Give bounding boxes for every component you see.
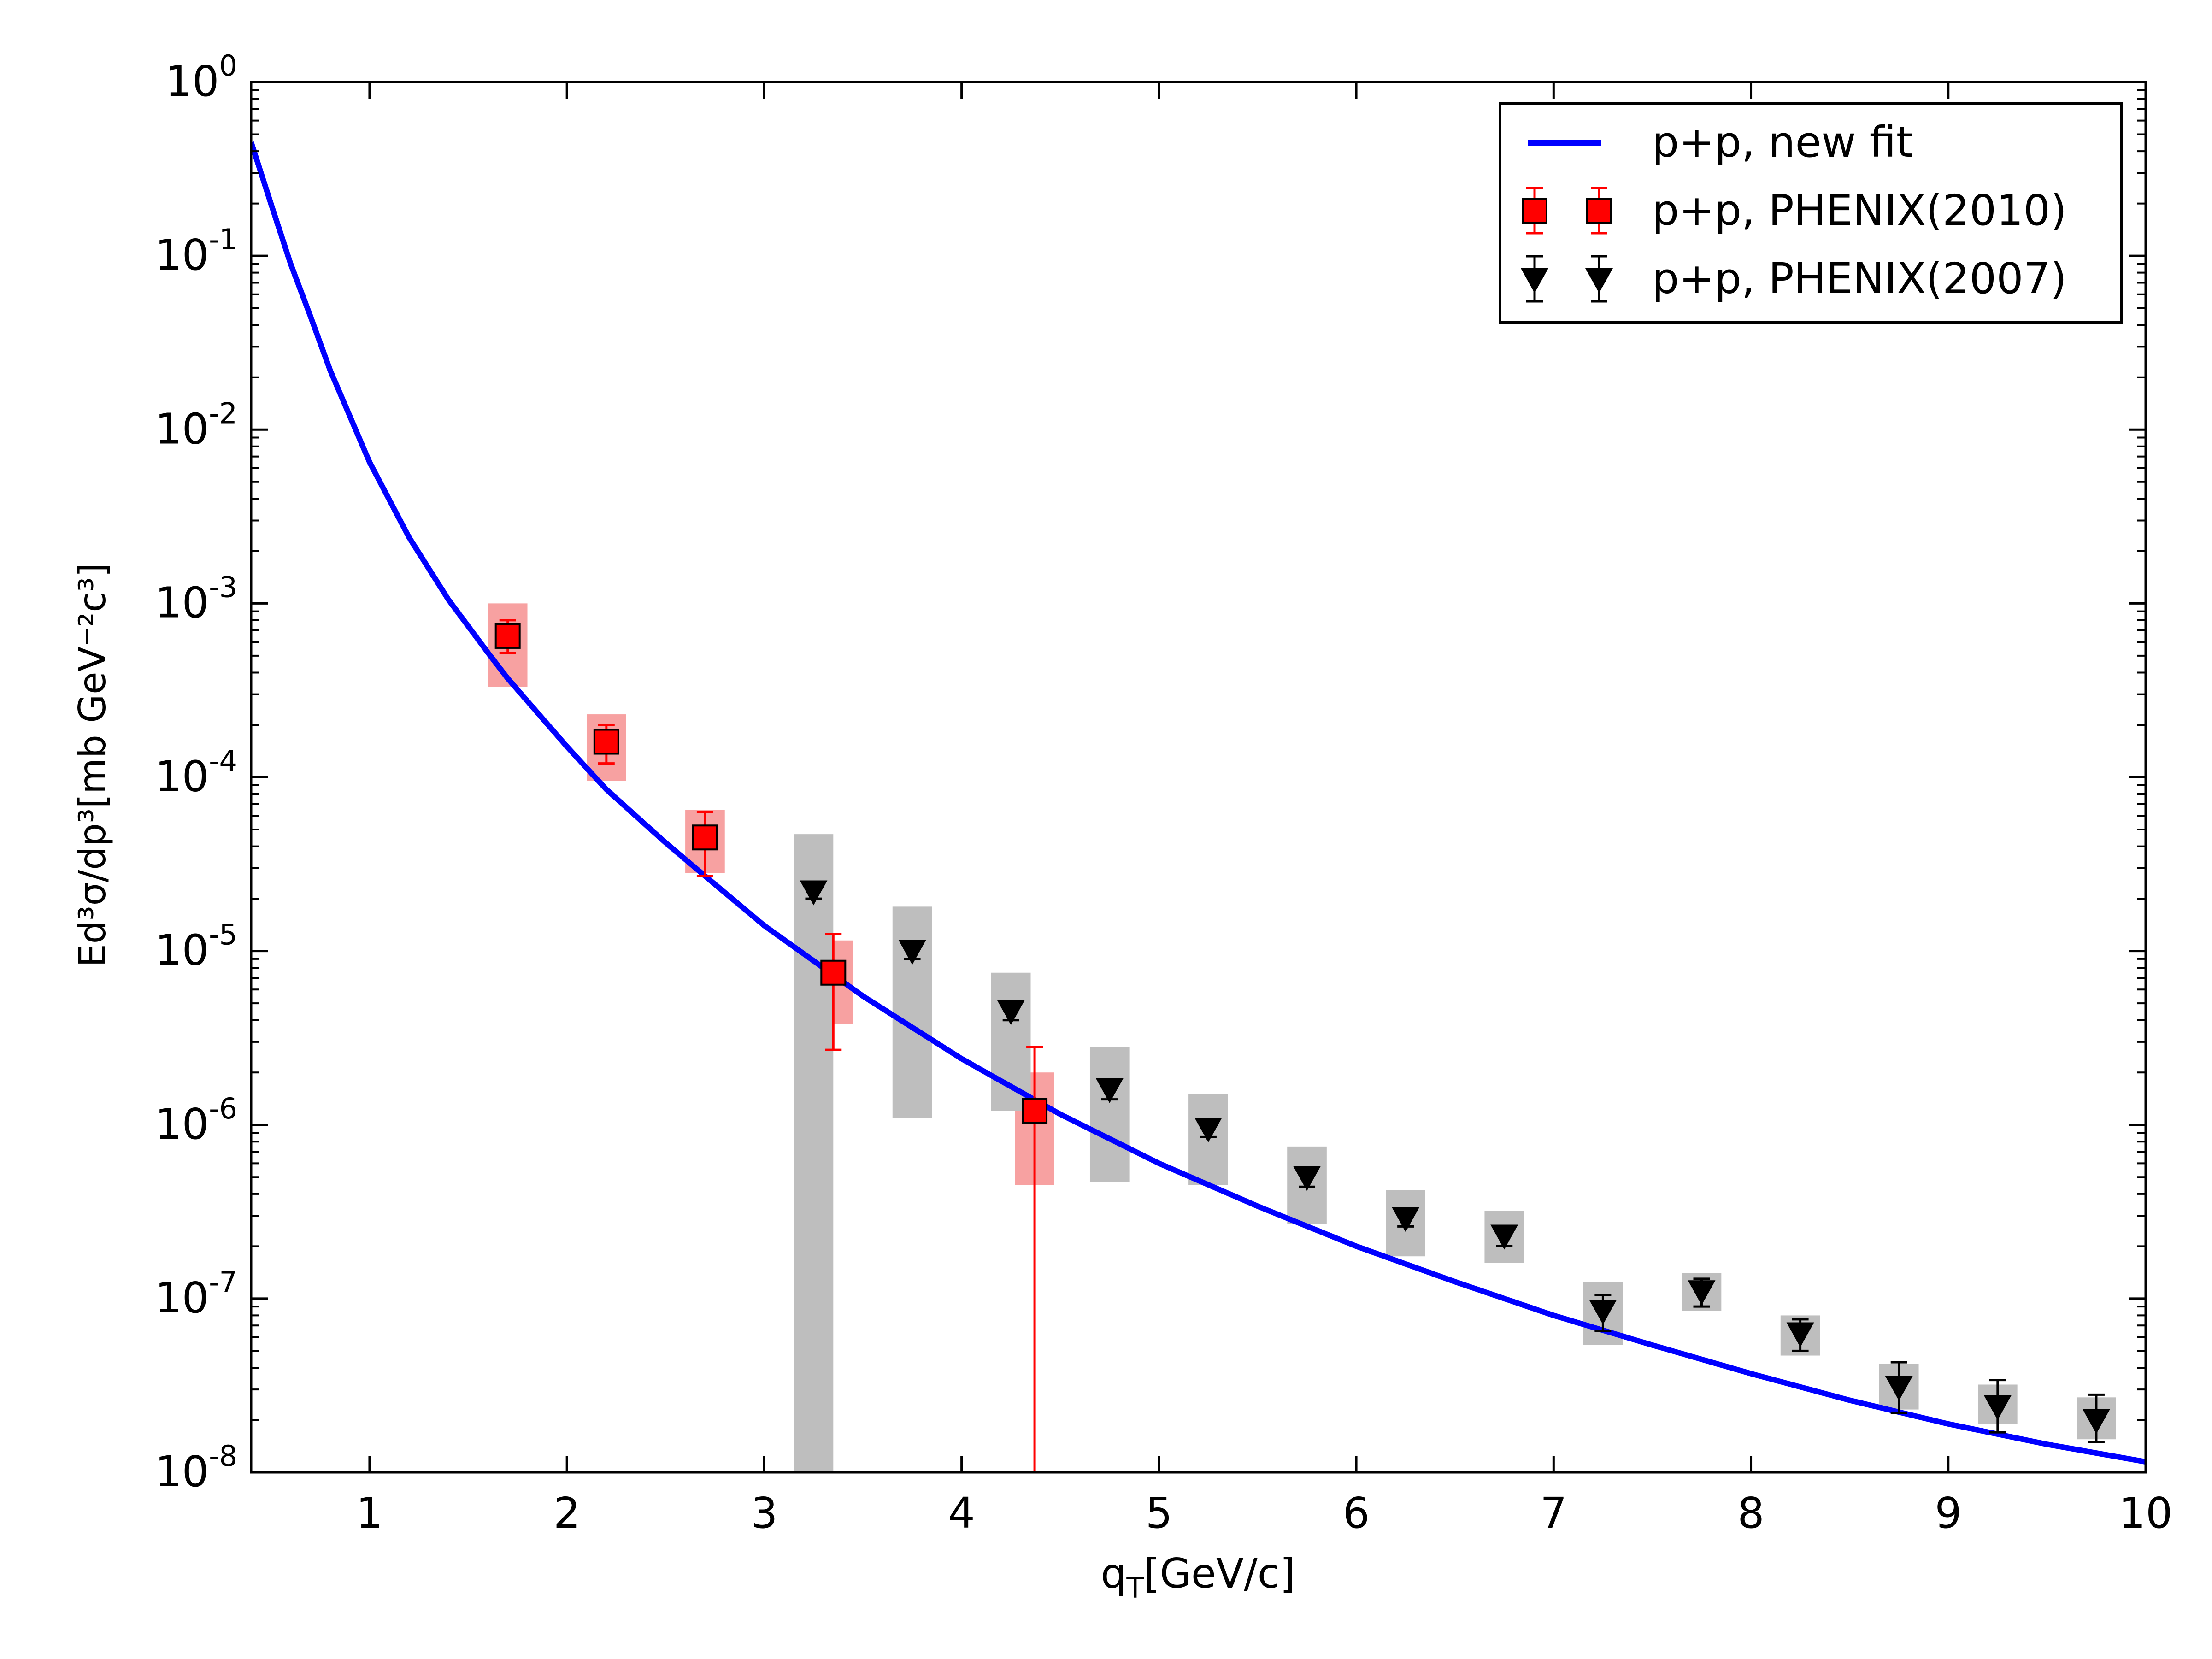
x-tick-label: 1	[356, 1488, 383, 1538]
phenix2007-point	[800, 880, 828, 906]
y-tick-label: 10-3	[155, 570, 237, 627]
phenix2007-point	[2082, 1409, 2110, 1434]
phenix2007-point	[1095, 1078, 1124, 1103]
phenix2007-point	[1293, 1166, 1321, 1191]
phenix2010-point	[593, 729, 619, 755]
phenix2007-point	[1786, 1322, 1814, 1347]
phenix2007-point	[997, 1000, 1025, 1025]
phenix2010-point	[494, 623, 521, 649]
x-axis-label: qT[GeV/c]	[1101, 1550, 1296, 1605]
phenix2007-point	[1589, 1300, 1617, 1325]
y-tick-label: 10-1	[155, 223, 237, 280]
x-tick-label: 8	[1737, 1488, 1765, 1538]
phenix2007-sys-box	[892, 906, 932, 1118]
phenix2007-sys-box	[1089, 1047, 1130, 1182]
legend-marker-phenix2010	[1522, 187, 1612, 235]
y-axis: 100 10-1 10-2 10-3 10-4 10-5 10-6 10-7 10-8	[155, 49, 2146, 1496]
phenix2010-point	[820, 959, 847, 986]
x-tick-label: 3	[751, 1488, 778, 1538]
x-tick-label: 6	[1343, 1488, 1370, 1538]
data-markers	[494, 623, 2110, 1434]
phenix2007-point	[898, 940, 926, 965]
phenix2007-point	[1983, 1395, 2012, 1420]
x-tick-label: 2	[553, 1488, 581, 1538]
phenix2007-point	[1194, 1118, 1222, 1143]
y-tick-label: 10-7	[155, 1265, 237, 1323]
legend: p+p, new fit p+p, PHENIX(2010) p+p, PHEN…	[1499, 102, 2123, 324]
phenix2007-point	[1490, 1224, 1518, 1250]
y-tick-label: 10-4	[155, 744, 237, 801]
fit-curve-layer	[251, 141, 2146, 1465]
x-tick-label: 10	[2118, 1488, 2172, 1538]
phenix2007-point	[1392, 1207, 1420, 1232]
x-axis: 1 2 3 4 5 6 7 8 9 10	[356, 82, 2173, 1538]
x-tick-label: 9	[1935, 1488, 1962, 1538]
y-tick-label: 10-6	[155, 1092, 237, 1149]
phenix2010-point	[692, 824, 718, 851]
y-tick-label: 10-8	[155, 1439, 237, 1496]
legend-label-phenix2010: p+p, PHENIX(2010)	[1652, 186, 2067, 235]
fit-curve	[251, 141, 2146, 1465]
legend-label-phenix2007: p+p, PHENIX(2007)	[1652, 254, 2067, 303]
x-tick-label: 5	[1146, 1488, 1173, 1538]
y-tick-label: 100	[165, 49, 237, 106]
phenix2007-sys-box	[794, 834, 834, 1472]
x-tick-label: 4	[948, 1488, 975, 1538]
legend-label-fit: p+p, new fit	[1652, 118, 1913, 167]
y-axis-label: Ed³σ/dp³[mb GeV⁻²c³]	[71, 563, 114, 967]
y-tick-label: 10-5	[155, 918, 237, 975]
x-tick-label: 7	[1540, 1488, 1567, 1538]
phenix2010-point	[1022, 1098, 1048, 1124]
phenix2007-sys-box	[991, 972, 1031, 1111]
y-tick-label: 10-2	[155, 396, 237, 453]
legend-marker-phenix2007	[1521, 255, 1613, 303]
phenix2007-point	[1688, 1280, 1716, 1306]
phenix2007-point	[1885, 1376, 1913, 1401]
